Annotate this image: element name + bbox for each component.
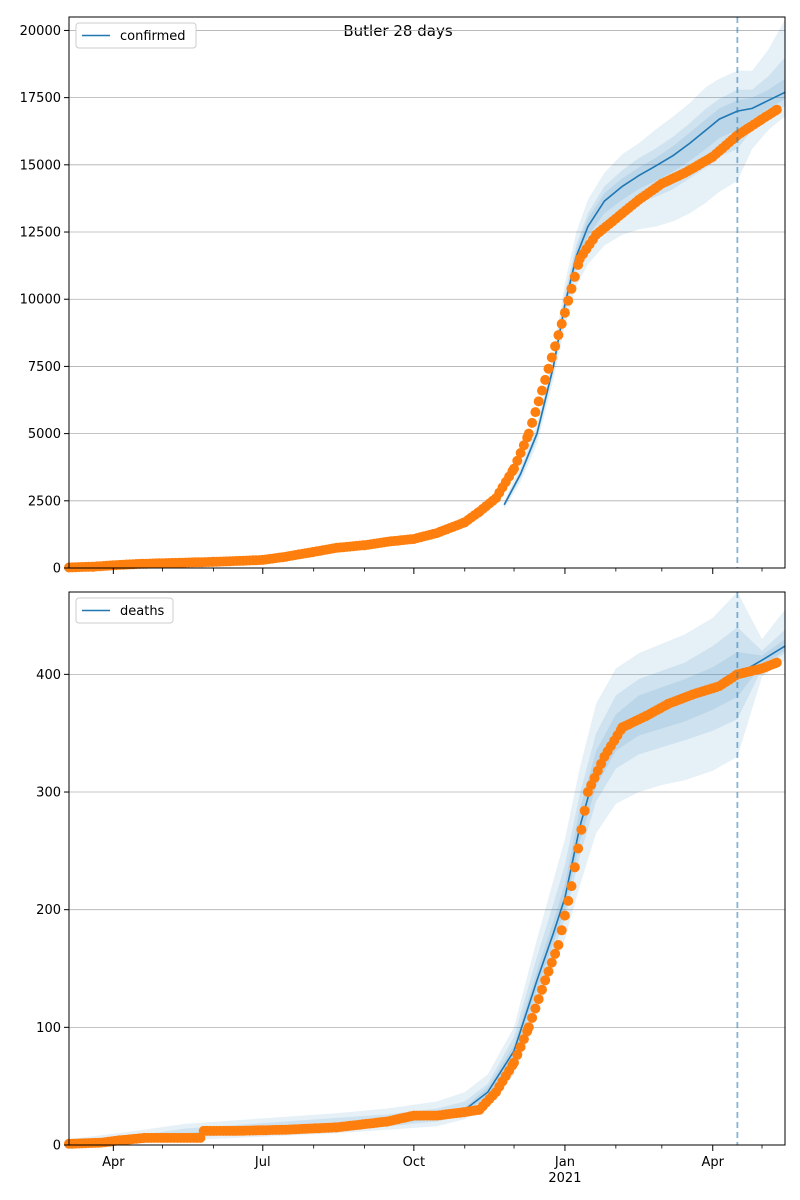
confirmed-observed-point bbox=[518, 440, 529, 451]
deaths-band-2 bbox=[69, 639, 785, 1145]
deaths-observed-point bbox=[579, 805, 590, 816]
deaths-observed-point bbox=[533, 994, 544, 1005]
deaths-ytick-label: 300 bbox=[36, 786, 61, 801]
deaths-observed-point bbox=[573, 843, 584, 854]
confirmed-y-axis: 0 2500 5000 7500 10000 12500 15000 17500 20000 bbox=[20, 24, 69, 577]
deaths-observed-point bbox=[512, 1049, 523, 1060]
confirmed-ytick-label: 10000 bbox=[20, 293, 61, 308]
confirmed-legend[interactable]: confirmed bbox=[75, 22, 197, 49]
confirmed-observed-point bbox=[537, 385, 547, 396]
confirmed-observed-point bbox=[771, 104, 782, 115]
confirmed-x-axis bbox=[112, 568, 763, 574]
deaths-observed-point bbox=[523, 1022, 534, 1033]
deaths-ytick-label: 0 bbox=[53, 1139, 61, 1154]
deaths-xtick-label: Apr bbox=[102, 1155, 125, 1170]
confirmed-ytick-label: 5000 bbox=[28, 427, 61, 442]
confirmed-observed-point bbox=[569, 271, 580, 282]
deaths-observed-point bbox=[527, 1012, 538, 1023]
deaths-observed-point bbox=[550, 948, 561, 959]
deaths-ytick-label: 400 bbox=[36, 668, 61, 683]
confirmed-ytick-label: 2500 bbox=[28, 494, 61, 509]
deaths-xtick-year-label: 2021 bbox=[548, 1171, 581, 1186]
deaths-observed-point bbox=[566, 881, 577, 892]
deaths-observed-point bbox=[569, 862, 580, 873]
deaths-observed-point bbox=[509, 1057, 519, 1068]
confirmed-legend-box bbox=[75, 22, 197, 49]
deaths-legend[interactable]: deaths bbox=[75, 597, 174, 624]
confirmed-observed-point bbox=[566, 283, 577, 294]
deaths-ytick-label: 100 bbox=[36, 1021, 61, 1036]
confirmed-observed-point bbox=[527, 417, 538, 428]
deaths-observed-point bbox=[518, 1034, 529, 1045]
confirmed-ytick-label: 17500 bbox=[20, 91, 61, 106]
confirmed-ytick-label: 0 bbox=[53, 562, 61, 577]
confirmed-observed-point bbox=[509, 463, 519, 474]
deaths-y-axis: 0 100 200 300 400 bbox=[36, 668, 69, 1154]
deaths-observed-point bbox=[553, 940, 564, 950]
confirmed-panel: 0 2500 5000 7500 10000 12500 15000 17500 20000 c… bbox=[20, 16, 786, 577]
deaths-xtick-label: Apr bbox=[701, 1155, 724, 1170]
confirmed-observed-point bbox=[512, 455, 523, 466]
confirmed-axes-frame bbox=[68, 16, 786, 569]
confirmed-observed-point bbox=[543, 363, 554, 374]
deaths-legend-label: deaths bbox=[120, 604, 165, 619]
confirmed-ytick-label: 15000 bbox=[20, 158, 61, 173]
confirmed-ytick-label: 20000 bbox=[20, 24, 61, 39]
confirmed-legend-label: confirmed bbox=[120, 29, 186, 44]
deaths-ytick-label: 200 bbox=[36, 903, 61, 918]
deaths-observed-point bbox=[530, 1003, 541, 1014]
deaths-band-0 bbox=[69, 592, 785, 1145]
deaths-observed-point bbox=[556, 925, 567, 936]
confirmed-uncertainty-bands bbox=[504, 19, 785, 509]
deaths-observed-point bbox=[559, 910, 570, 921]
confirmed-band-2 bbox=[504, 78, 785, 506]
confirmed-ytick-label: 12500 bbox=[20, 226, 61, 241]
confirmed-observed-point bbox=[556, 318, 567, 329]
confirmed-band-1 bbox=[504, 57, 785, 508]
deaths-xtick-label: Jan bbox=[554, 1155, 575, 1170]
deaths-observed-point bbox=[543, 966, 554, 977]
deaths-axes-frame bbox=[68, 591, 786, 1146]
confirmed-observed-point bbox=[559, 307, 570, 318]
confirmed-observed-point bbox=[550, 341, 561, 352]
deaths-observed-point bbox=[576, 824, 587, 835]
confirmed-observed-points bbox=[64, 104, 782, 573]
confirmed-ytick-label: 7500 bbox=[28, 360, 61, 375]
deaths-observed-point bbox=[563, 895, 574, 906]
figure-title: Butler 28 days bbox=[343, 22, 452, 40]
confirmed-observed-point bbox=[530, 407, 541, 418]
confirmed-observed-point bbox=[563, 295, 574, 306]
confirmed-band-0 bbox=[504, 19, 785, 509]
deaths-observed-point bbox=[540, 975, 551, 986]
confirmed-observed-point bbox=[553, 330, 564, 341]
deaths-xtick-label: Oct bbox=[403, 1155, 425, 1170]
deaths-xtick-label: Jul bbox=[254, 1155, 271, 1170]
confirmed-observed-point bbox=[546, 352, 557, 363]
deaths-observed-point bbox=[546, 957, 557, 968]
deaths-observed-point bbox=[515, 1042, 526, 1052]
deaths-legend-box bbox=[75, 597, 174, 624]
deaths-observed-point bbox=[537, 984, 547, 995]
confirmed-observed-point bbox=[533, 396, 544, 407]
deaths-observed-point bbox=[771, 657, 782, 668]
confirmed-observed-point bbox=[515, 448, 526, 458]
confirmed-observed-point bbox=[540, 374, 551, 385]
confirmed-observed-point bbox=[523, 428, 534, 439]
